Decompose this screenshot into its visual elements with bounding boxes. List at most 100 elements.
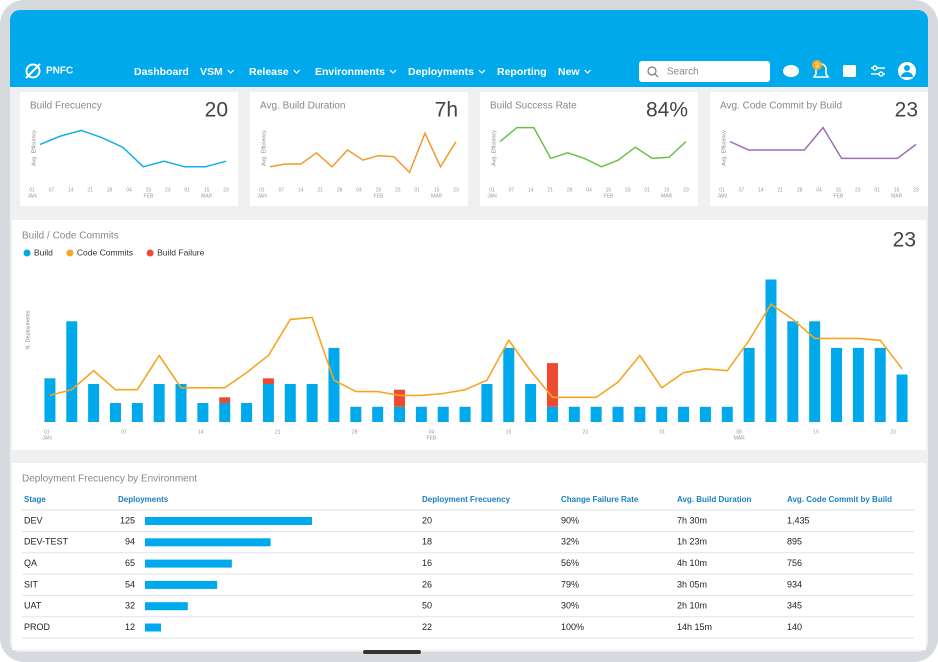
line bbox=[49, 303, 903, 399]
column-header: Deployment Frecuency bbox=[422, 495, 511, 504]
x-tick-label: 21 bbox=[87, 187, 93, 193]
bar bbox=[743, 347, 755, 422]
bar bbox=[831, 347, 843, 422]
x-tick-label: 07 bbox=[739, 187, 745, 193]
table-cell: DEV bbox=[24, 515, 43, 525]
table-cell: 54 bbox=[125, 579, 135, 589]
bar bbox=[262, 384, 274, 422]
x-tick-label: 23 bbox=[625, 187, 631, 193]
y-axis-label: Avg. Efficiency bbox=[491, 130, 497, 166]
settings-icon[interactable] bbox=[871, 65, 885, 77]
bar bbox=[546, 406, 558, 422]
x-tick-label: 01 bbox=[259, 187, 265, 193]
table-cell: QA bbox=[24, 558, 37, 568]
x-month-label: MAR bbox=[891, 193, 903, 199]
bar bbox=[568, 406, 580, 422]
bar bbox=[765, 279, 777, 422]
y-axis-label: Avg. Efficiency bbox=[261, 130, 267, 166]
x-month-label: FEB bbox=[374, 193, 384, 199]
bar-failure bbox=[546, 363, 558, 407]
x-tick-label: 01 bbox=[414, 187, 420, 193]
table-cell: 56% bbox=[561, 558, 579, 568]
kpi-card bbox=[480, 92, 698, 206]
nav-item[interactable]: Dashboard bbox=[134, 66, 189, 78]
legend-swatch bbox=[146, 249, 154, 257]
nav-item[interactable]: VSM bbox=[200, 66, 223, 78]
nav-item[interactable]: Deployments bbox=[408, 66, 474, 78]
kpi-title: Avg. Build Duration bbox=[260, 101, 345, 112]
x-tick-label: 15 bbox=[506, 429, 512, 435]
table-cell: 2h 10m bbox=[677, 601, 707, 611]
column-header: Change Failure Rate bbox=[561, 495, 639, 504]
x-tick-label: 04 bbox=[586, 187, 592, 193]
nav-item[interactable]: New bbox=[558, 66, 580, 78]
y-axis-label: N. Deployments bbox=[25, 310, 31, 349]
x-tick-label: 15 bbox=[606, 187, 612, 193]
table-cell: 16 bbox=[422, 558, 432, 568]
x-tick-label: 28 bbox=[567, 187, 573, 193]
table-cell: 14h 15m bbox=[677, 622, 712, 632]
x-tick-label: 04 bbox=[429, 429, 435, 435]
x-tick-label: 01 bbox=[719, 187, 725, 193]
table-cell: SIT bbox=[24, 579, 39, 589]
x-month-label: MAR bbox=[201, 193, 213, 199]
bar bbox=[525, 384, 537, 422]
bar bbox=[852, 347, 864, 422]
nav-item[interactable]: Environments bbox=[315, 66, 385, 78]
bar bbox=[481, 384, 493, 422]
column-header: Avg. Code Commit by Build bbox=[787, 495, 892, 504]
x-tick-label: 21 bbox=[777, 187, 783, 193]
nav-item[interactable]: Reporting bbox=[497, 66, 547, 78]
x-tick-label: 15 bbox=[664, 187, 670, 193]
x-month-label: JAN bbox=[42, 435, 52, 441]
logo-icon bbox=[25, 63, 41, 79]
bar bbox=[306, 384, 318, 422]
bar bbox=[284, 384, 296, 422]
deployment-bar bbox=[145, 538, 271, 547]
chart-value: 23 bbox=[893, 229, 916, 252]
table-cell: 32 bbox=[125, 601, 135, 611]
table-cell: 94 bbox=[125, 537, 135, 547]
bar bbox=[590, 406, 602, 422]
x-tick-label: 04 bbox=[126, 187, 132, 193]
x-tick-label: 28 bbox=[107, 187, 113, 193]
chat-icon[interactable] bbox=[783, 65, 799, 77]
x-tick-label: 21 bbox=[547, 187, 553, 193]
bar bbox=[656, 406, 668, 422]
x-month-label: MAR bbox=[734, 435, 746, 441]
home-indicator bbox=[363, 650, 421, 654]
table-cell: 934 bbox=[787, 579, 802, 589]
table-cell: 100% bbox=[561, 622, 584, 632]
table-cell: PROD bbox=[24, 622, 51, 632]
table-title: Deployment Frecuency by Environment bbox=[22, 474, 197, 485]
x-tick-label: 14 bbox=[198, 429, 204, 435]
x-month-label: FEB bbox=[144, 193, 154, 199]
x-tick-label: 07 bbox=[279, 187, 285, 193]
x-tick-label: 15 bbox=[894, 187, 900, 193]
x-tick-label: 15 bbox=[204, 187, 210, 193]
deployment-bar bbox=[145, 559, 232, 568]
x-tick-label: 08 bbox=[736, 429, 742, 435]
legend-label: Code Commits bbox=[77, 247, 133, 257]
table-cell: 12 bbox=[125, 622, 135, 632]
column-header: Stage bbox=[24, 495, 46, 504]
x-tick-label: 23 bbox=[913, 187, 919, 193]
table-cell: 50 bbox=[422, 601, 432, 611]
bar bbox=[874, 347, 886, 422]
x-month-label: MAR bbox=[661, 193, 673, 199]
y-axis-label: Avg. Efficiency bbox=[31, 130, 37, 166]
x-tick-label: 07 bbox=[49, 187, 55, 193]
table-cell: 18 bbox=[422, 537, 432, 547]
bar bbox=[372, 406, 384, 422]
x-month-label: JAN bbox=[717, 193, 727, 199]
search-box[interactable] bbox=[639, 61, 770, 82]
x-tick-label: 23 bbox=[583, 429, 589, 435]
x-tick-label: 15 bbox=[376, 187, 382, 193]
bar bbox=[459, 406, 471, 422]
bar bbox=[241, 403, 253, 422]
table-cell: 7h 30m bbox=[677, 515, 707, 525]
deployment-bar bbox=[145, 580, 218, 589]
nav-item[interactable]: Release bbox=[249, 66, 289, 78]
window-icon[interactable] bbox=[843, 65, 856, 77]
x-tick-label: 04 bbox=[356, 187, 362, 193]
